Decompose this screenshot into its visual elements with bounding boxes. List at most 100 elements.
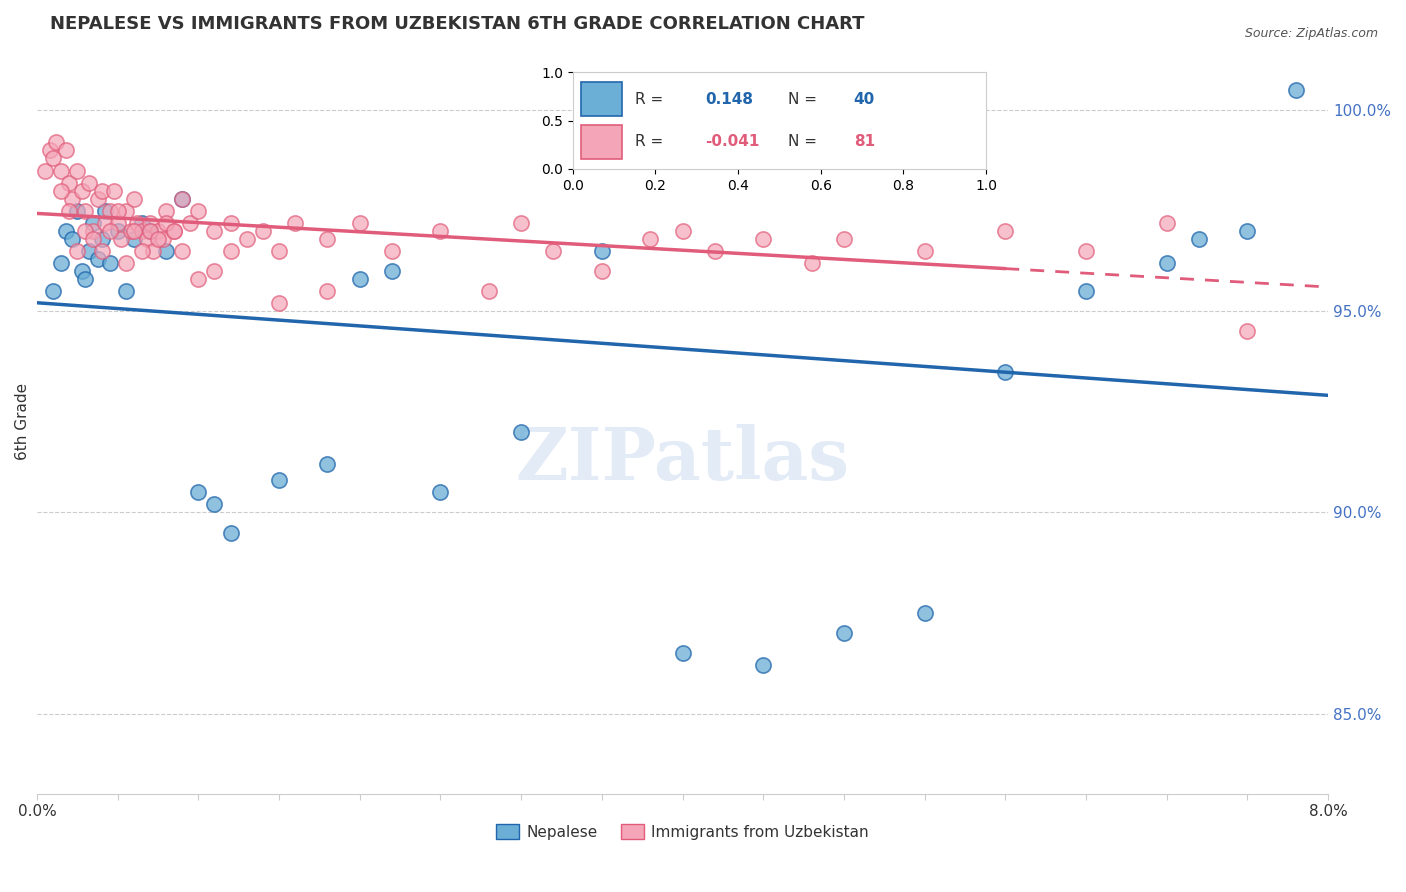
Point bbox=[179, 216, 201, 230]
Point bbox=[114, 284, 136, 298]
Point bbox=[98, 224, 121, 238]
Point bbox=[90, 184, 112, 198]
Point bbox=[204, 264, 226, 278]
Point bbox=[510, 216, 533, 230]
Point bbox=[478, 284, 501, 298]
Point bbox=[131, 224, 153, 238]
Point bbox=[267, 296, 290, 310]
Point bbox=[1285, 83, 1308, 97]
Point bbox=[671, 646, 693, 660]
Point bbox=[98, 203, 121, 218]
Point bbox=[49, 163, 72, 178]
Point bbox=[77, 244, 100, 258]
Point bbox=[219, 525, 242, 540]
Point bbox=[1156, 216, 1178, 230]
Point bbox=[62, 192, 84, 206]
Point bbox=[187, 203, 209, 218]
Point bbox=[107, 203, 129, 218]
Point bbox=[703, 244, 725, 258]
Point bbox=[204, 224, 226, 238]
Point bbox=[75, 272, 97, 286]
Point bbox=[58, 203, 80, 218]
Point bbox=[55, 144, 77, 158]
Point bbox=[82, 224, 104, 238]
Point bbox=[131, 244, 153, 258]
Point bbox=[429, 485, 451, 500]
Point bbox=[87, 252, 110, 266]
Point bbox=[163, 224, 186, 238]
Point bbox=[82, 232, 104, 246]
Point bbox=[146, 224, 169, 238]
Point bbox=[120, 224, 142, 238]
Point bbox=[914, 244, 936, 258]
Point bbox=[800, 256, 823, 270]
Point bbox=[107, 216, 129, 230]
Point bbox=[122, 232, 145, 246]
Point bbox=[832, 232, 855, 246]
Point bbox=[139, 224, 162, 238]
Point bbox=[49, 184, 72, 198]
Point bbox=[219, 216, 242, 230]
Point bbox=[110, 232, 132, 246]
Point bbox=[70, 264, 93, 278]
Point bbox=[267, 244, 290, 258]
Text: NEPALESE VS IMMIGRANTS FROM UZBEKISTAN 6TH GRADE CORRELATION CHART: NEPALESE VS IMMIGRANTS FROM UZBEKISTAN 6… bbox=[49, 15, 865, 33]
Point bbox=[135, 232, 157, 246]
Point bbox=[1156, 256, 1178, 270]
Point bbox=[93, 203, 115, 218]
Point bbox=[114, 256, 136, 270]
Point bbox=[75, 203, 97, 218]
Point bbox=[187, 272, 209, 286]
Point bbox=[66, 163, 89, 178]
Point bbox=[316, 457, 339, 471]
Point bbox=[204, 497, 226, 511]
Point bbox=[187, 485, 209, 500]
Text: ZIPatlas: ZIPatlas bbox=[516, 424, 849, 495]
Point bbox=[914, 606, 936, 620]
Point bbox=[316, 232, 339, 246]
Point bbox=[219, 244, 242, 258]
Point bbox=[122, 224, 145, 238]
Point bbox=[142, 244, 165, 258]
Point bbox=[90, 244, 112, 258]
Point bbox=[66, 203, 89, 218]
Point bbox=[429, 224, 451, 238]
Point bbox=[591, 264, 613, 278]
Point bbox=[87, 192, 110, 206]
Point bbox=[107, 224, 129, 238]
Point bbox=[172, 192, 194, 206]
Point bbox=[638, 232, 661, 246]
Point bbox=[82, 216, 104, 230]
Point bbox=[316, 284, 339, 298]
Point bbox=[163, 224, 186, 238]
Point bbox=[1236, 325, 1258, 339]
Point bbox=[131, 216, 153, 230]
Point bbox=[994, 365, 1017, 379]
Point bbox=[58, 176, 80, 190]
Point bbox=[42, 152, 65, 166]
Point bbox=[1074, 244, 1097, 258]
Y-axis label: 6th Grade: 6th Grade bbox=[15, 384, 30, 460]
Point bbox=[381, 264, 404, 278]
Text: Source: ZipAtlas.com: Source: ZipAtlas.com bbox=[1244, 27, 1378, 40]
Point bbox=[1236, 224, 1258, 238]
Point bbox=[1074, 284, 1097, 298]
Point bbox=[543, 244, 565, 258]
Point bbox=[155, 244, 177, 258]
Point bbox=[62, 232, 84, 246]
Point bbox=[671, 224, 693, 238]
Point bbox=[93, 216, 115, 230]
Point bbox=[90, 232, 112, 246]
Point bbox=[146, 232, 169, 246]
Point bbox=[994, 224, 1017, 238]
Point bbox=[139, 216, 162, 230]
Point bbox=[236, 232, 259, 246]
Point bbox=[155, 203, 177, 218]
Point bbox=[49, 256, 72, 270]
Point bbox=[1188, 232, 1211, 246]
Point bbox=[38, 144, 60, 158]
Point bbox=[114, 203, 136, 218]
Point bbox=[349, 216, 371, 230]
Point bbox=[66, 244, 89, 258]
Point bbox=[591, 244, 613, 258]
